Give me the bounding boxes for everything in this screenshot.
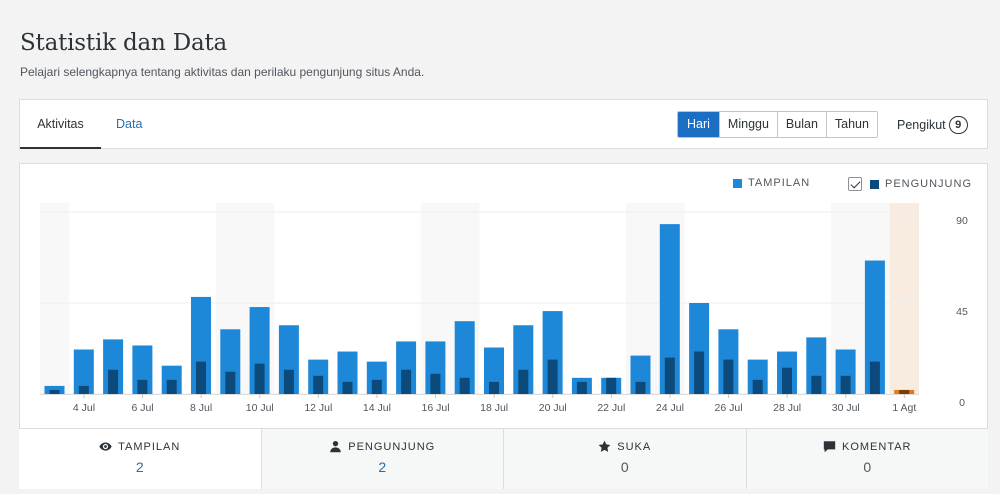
visitors-bar: [635, 381, 646, 394]
visitors-bar: [49, 389, 60, 394]
legend-visitors-swatch: [870, 179, 879, 189]
x-tick-label: 1 Agt: [892, 402, 916, 414]
period-week-button[interactable]: Minggu: [719, 112, 778, 137]
visitors-bar: [371, 379, 382, 394]
tab-activity[interactable]: Aktivitas: [20, 100, 101, 149]
visitors-bar: [342, 381, 353, 394]
legend-visitors[interactable]: PENGUNJUNG: [848, 177, 972, 191]
y-tick-label: 45: [956, 306, 968, 318]
followers-label: Pengikut: [897, 118, 946, 132]
activity-bar-chart: 4 Jul 6 Jul 8 Jul 10 Jul 12 Jul 14 Jul 16 Jul 1…: [40, 203, 968, 414]
stat-visitors-value: 2: [378, 459, 387, 475]
legend-views: TAMPILAN: [733, 177, 810, 189]
comment-icon: [823, 441, 836, 453]
views-bar: [73, 349, 94, 394]
period-year-button[interactable]: Tahun: [826, 112, 877, 137]
stat-likes-label: SUKA: [617, 440, 652, 453]
visitors-bar: [313, 375, 324, 394]
x-tick-label: 24 Jul: [656, 402, 684, 414]
legend-visitors-checkbox[interactable]: [848, 177, 862, 191]
visitors-bar: [430, 373, 441, 394]
visitors-bar: [78, 385, 89, 394]
views-bar: [864, 260, 885, 394]
views-bar: [659, 224, 680, 394]
stat-views-value: 2: [135, 459, 144, 475]
visitors-bar: [752, 379, 763, 394]
visitors-bar: [899, 389, 910, 394]
visitors-bar: [840, 375, 851, 394]
visitors-bar: [869, 361, 880, 394]
x-tick-label: 8 Jul: [190, 402, 212, 414]
eye-icon: [99, 442, 112, 451]
visitors-bar: [137, 379, 148, 394]
followers-count-badge: 9: [948, 116, 968, 134]
visitors-bar: [166, 379, 177, 394]
x-tick-label: 22 Jul: [597, 402, 625, 414]
stat-visitors-label-row: PENGUNJUNG: [262, 440, 504, 453]
star-icon: [598, 440, 611, 452]
visitors-bar: [459, 377, 470, 394]
legend-visitors-label: PENGUNJUNG: [885, 178, 973, 190]
page-subtitle: Pelajari selengkapnya tentang aktivitas …: [20, 65, 425, 79]
visitors-bar: [489, 381, 499, 394]
stat-tab-visitors[interactable]: PENGUNJUNG 2: [260, 429, 504, 489]
visitors-bar: [225, 371, 236, 394]
legend-views-swatch: [733, 178, 742, 188]
x-tick-label: 26 Jul: [715, 402, 743, 414]
stat-tab-comments[interactable]: KOMENTAR 0: [745, 429, 989, 489]
page-title: Statistik dan Data: [20, 30, 228, 56]
period-selector: Hari Minggu Bulan Tahun: [677, 111, 878, 138]
visitors-bar: [196, 361, 206, 394]
x-tick-label: 30 Jul: [832, 402, 860, 414]
y-tick-label: 0: [959, 397, 965, 409]
today-highlight: [889, 203, 919, 394]
x-tick-label: 20 Jul: [539, 402, 567, 414]
visitors-bar: [547, 359, 558, 394]
visitors-bar: [606, 377, 617, 394]
x-tick-label: 28 Jul: [773, 402, 801, 414]
stat-comments-label: KOMENTAR: [841, 440, 912, 453]
stat-likes-value: 0: [620, 459, 629, 475]
stat-tabs: TAMPILAN 2 PENGUNJUNG 2 SUKA 0 KOMENTAR …: [19, 428, 988, 489]
weekend-band: [40, 203, 70, 394]
x-tick-label: 4 Jul: [73, 402, 95, 414]
stat-comments-label-row: KOMENTAR: [747, 440, 989, 453]
y-tick-label: 90: [956, 215, 968, 227]
section-nav: Aktivitas Data Hari Minggu Bulan Tahun P…: [19, 99, 988, 149]
views-bar: [454, 321, 475, 394]
visitors-bar: [283, 369, 294, 394]
followers-link[interactable]: Pengikut 9: [897, 116, 968, 134]
stat-views-label: TAMPILAN: [118, 440, 181, 453]
x-tick-label: 16 Jul: [422, 402, 450, 414]
x-tick-label: 6 Jul: [131, 402, 153, 414]
stat-likes-label-row: SUKA: [504, 440, 746, 453]
visitors-bar: [576, 381, 587, 394]
x-tick-label: 14 Jul: [363, 402, 391, 414]
x-tick-label: 18 Jul: [480, 402, 508, 414]
visitors-bar: [811, 375, 822, 394]
visitors-bar: [518, 369, 529, 394]
x-tick-label: 10 Jul: [246, 402, 274, 414]
visitors-bar: [664, 357, 675, 394]
visitors-bar: [254, 363, 265, 394]
visitors-bar: [694, 351, 705, 394]
legend-views-label: TAMPILAN: [748, 177, 811, 189]
stat-comments-value: 0: [863, 459, 872, 475]
person-icon: [330, 440, 342, 453]
tab-data[interactable]: Data: [116, 117, 143, 131]
stat-tab-views[interactable]: TAMPILAN 2: [19, 429, 261, 489]
visitors-bar: [401, 369, 412, 394]
visitors-bar: [782, 367, 792, 394]
visitors-bar: [108, 369, 119, 394]
stat-views-label-row: TAMPILAN: [19, 440, 261, 453]
period-month-button[interactable]: Bulan: [777, 112, 827, 137]
visitors-bar: [723, 359, 734, 394]
period-day-button[interactable]: Hari: [678, 112, 720, 137]
stat-tab-likes[interactable]: SUKA 0: [503, 429, 746, 489]
x-tick-label: 12 Jul: [304, 402, 332, 414]
stat-visitors-label: PENGUNJUNG: [348, 440, 436, 453]
